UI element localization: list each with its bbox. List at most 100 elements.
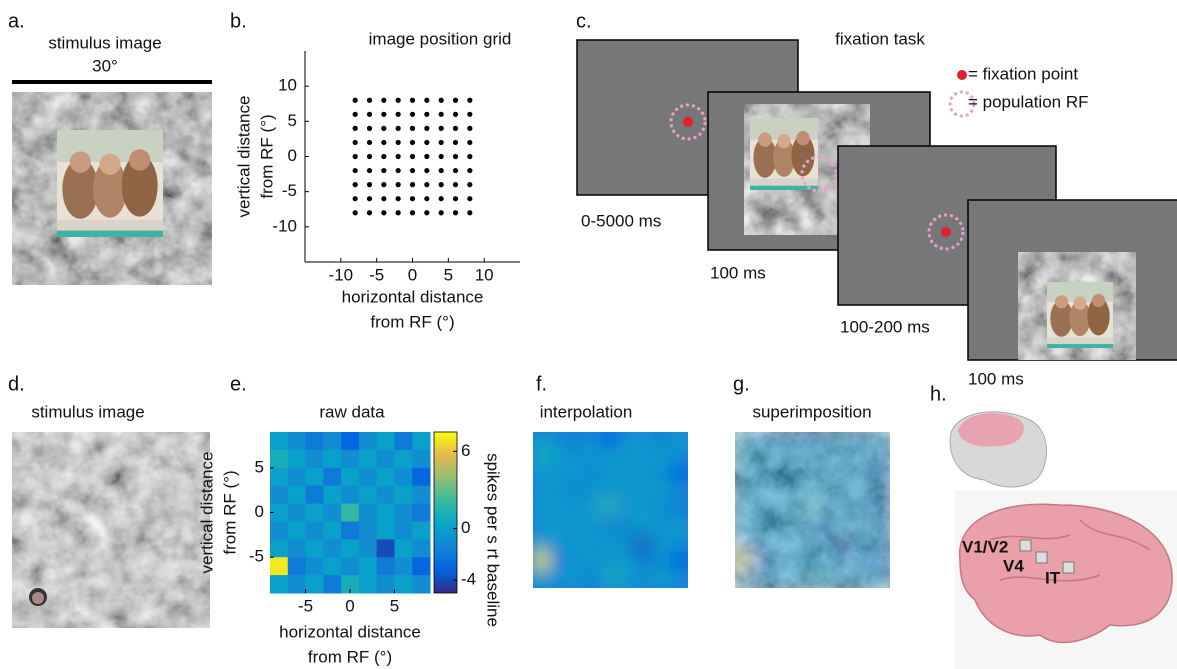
heat-cell — [341, 575, 360, 594]
overlay-cell — [735, 482, 755, 504]
area-label: V4 — [1003, 556, 1024, 575]
heat-cell — [305, 449, 324, 469]
heat-cell — [358, 539, 378, 558]
blurred-cells — [735, 432, 890, 588]
overlay-cell — [801, 534, 824, 556]
heat-cell — [305, 467, 324, 487]
heat-cell — [305, 485, 324, 505]
interp-cell — [548, 516, 570, 538]
blurred-cells — [533, 432, 688, 588]
point — [366, 153, 373, 160]
overlay-cell — [836, 534, 858, 556]
overlay-cell — [801, 568, 824, 588]
point — [352, 210, 358, 216]
heat-cell — [270, 503, 289, 522]
heat-cell — [394, 485, 413, 505]
interp-cell — [533, 482, 553, 504]
interp-cell — [582, 432, 604, 452]
overlay-cell — [836, 551, 858, 573]
y-axis-label: from RF (°) — [220, 470, 239, 554]
point — [438, 196, 444, 202]
interp-cell — [548, 499, 570, 521]
heat-cell — [323, 557, 342, 576]
point — [381, 196, 387, 202]
duration-label: 100-200 ms — [840, 317, 930, 336]
interp-cell — [565, 551, 587, 573]
overlay-cell — [784, 551, 806, 573]
point — [409, 153, 416, 160]
heat-cell — [341, 557, 360, 576]
interp-cell — [599, 432, 622, 452]
heat-cell — [394, 539, 413, 558]
overlay-cell — [750, 534, 772, 556]
point — [366, 182, 373, 188]
heat-cell — [412, 449, 431, 469]
overlay-cell — [784, 499, 806, 521]
point — [424, 210, 430, 216]
overlay-cell — [870, 432, 890, 452]
heat-cell — [412, 432, 431, 451]
heat-cell — [270, 539, 289, 558]
interp-cell — [651, 482, 673, 504]
interp-cell — [599, 551, 622, 573]
point — [395, 125, 401, 131]
point — [409, 167, 416, 174]
photo — [750, 118, 818, 190]
overlay-cell — [735, 499, 755, 521]
interp-cell — [565, 464, 587, 486]
point — [409, 97, 416, 103]
heat-cell — [376, 503, 395, 522]
point — [467, 182, 473, 188]
photo — [1047, 282, 1113, 348]
y-axis-label: vertical distance — [197, 452, 216, 574]
heat-cell — [394, 521, 413, 540]
overlay-cell — [870, 447, 890, 469]
point — [467, 111, 473, 117]
interp-cell — [617, 482, 639, 504]
overlay-cell — [735, 516, 755, 538]
legend-fixation-point — [957, 70, 967, 80]
point — [467, 210, 473, 216]
array — [1062, 561, 1075, 574]
heat-cell — [376, 449, 395, 469]
point — [352, 125, 358, 131]
heat-cell — [376, 575, 395, 594]
heat-cell — [394, 467, 413, 487]
heat-cell — [412, 575, 431, 594]
point — [352, 111, 358, 117]
duration-label: 100 ms — [710, 263, 766, 282]
overlay-cell — [767, 464, 789, 486]
colorbar-tick-label: 6 — [461, 441, 470, 460]
face — [32, 592, 44, 604]
overlay-cell — [784, 568, 806, 588]
point — [366, 97, 373, 103]
heat-cell — [323, 521, 342, 540]
heat-cell — [305, 575, 324, 594]
interp-cell — [599, 534, 622, 556]
heat-cell — [270, 485, 289, 505]
interp-cell — [634, 534, 656, 556]
y-axis-label: from RF (°) — [257, 114, 276, 198]
colorbar — [433, 431, 458, 594]
heat-cell — [412, 557, 431, 576]
point — [352, 182, 358, 188]
heat-cell — [323, 467, 342, 487]
x-tick-label: -5 — [369, 265, 384, 284]
interp-cell — [651, 432, 673, 452]
x-tick-label: 10 — [475, 265, 494, 284]
point — [467, 139, 473, 146]
panel-label: e. — [230, 373, 247, 395]
point — [366, 111, 373, 117]
overlay-cell — [819, 499, 841, 521]
x-tick-label: 5 — [390, 596, 399, 615]
interp-cell — [668, 499, 688, 521]
point — [438, 125, 444, 131]
interp-cell — [634, 464, 656, 486]
point — [409, 196, 416, 202]
interp-cell — [668, 534, 688, 556]
overlay-cell — [735, 551, 755, 573]
interp-cell — [617, 568, 639, 588]
scale-bar — [12, 80, 212, 84]
overlay-cell — [853, 499, 875, 521]
